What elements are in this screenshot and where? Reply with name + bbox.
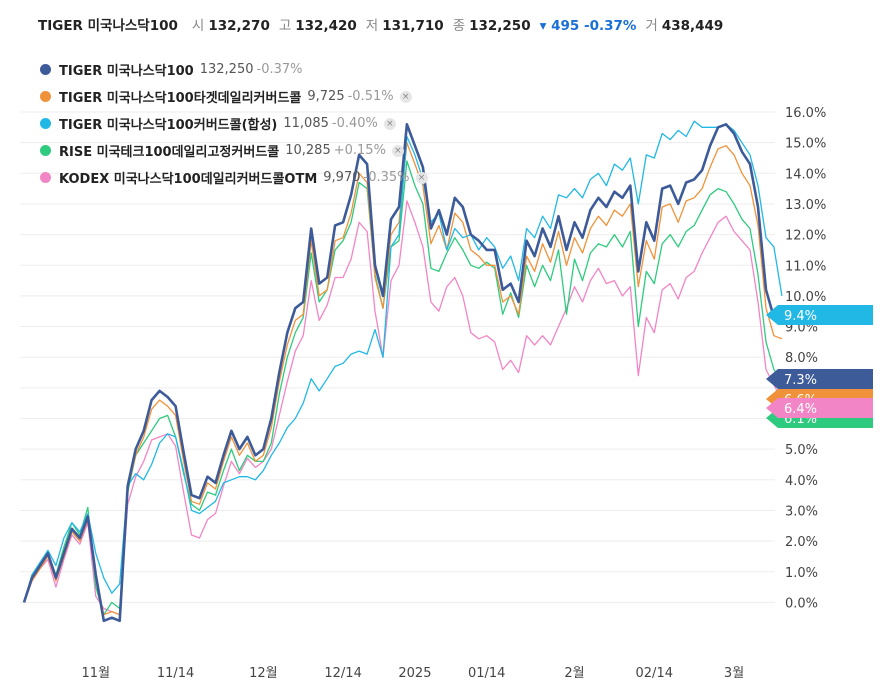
legend-dot-icon xyxy=(40,64,51,75)
legend-value: 9,970 xyxy=(323,170,361,185)
series-line xyxy=(23,142,783,616)
legend-item[interactable]: TIGER 미국나스닥100 132,250 -0.37% xyxy=(40,56,428,83)
legend-item[interactable]: TIGER 미국나스닥100커버드콜(합성) 11,085 -0.40% × xyxy=(40,110,428,137)
legend-change: -0.35% xyxy=(363,170,410,185)
remove-series-close-icon[interactable]: × xyxy=(415,171,428,184)
series-end-tag xyxy=(766,369,873,389)
y-tick-label: 11.0% xyxy=(785,259,826,274)
high-value: 132,420 xyxy=(295,18,357,34)
series-end-value: 6.4% xyxy=(784,402,817,417)
y-tick-label: 8.0% xyxy=(785,351,818,366)
y-tick-label: 13.0% xyxy=(785,198,826,213)
series-end-tag xyxy=(766,305,873,325)
y-tick-label: 14.0% xyxy=(785,167,826,182)
x-tick-label: 11월 xyxy=(82,666,111,681)
x-tick-label: 3월 xyxy=(724,666,744,681)
open-value: 132,270 xyxy=(208,18,270,34)
legend-dot-icon xyxy=(40,145,51,156)
y-tick-label: 10.0% xyxy=(785,290,826,305)
x-tick-label: 2월 xyxy=(564,666,584,681)
remove-series-close-icon[interactable]: × xyxy=(383,117,396,130)
series-end-tag xyxy=(766,398,873,418)
close-value: 132,250 xyxy=(469,18,531,34)
y-tick-label: 3.0% xyxy=(785,504,818,519)
close-label: 종 xyxy=(452,18,466,34)
ticker-name: TIGER 미국나스닥100 xyxy=(38,18,178,34)
legend-change: +0.15% xyxy=(333,143,386,158)
legend-dot-icon xyxy=(40,172,51,183)
price-header: TIGER 미국나스닥100 시 132,270 고 132,420 저 131… xyxy=(38,14,732,34)
legend-value: 11,085 xyxy=(283,116,329,131)
series-line xyxy=(23,120,783,603)
series-end-value: 7.3% xyxy=(784,373,817,388)
x-tick-label: 11/14 xyxy=(157,666,194,681)
legend-value: 9,725 xyxy=(307,89,345,104)
legend-name: TIGER 미국나스닥100커버드콜(합성) xyxy=(59,118,278,133)
y-tick-label: 12.0% xyxy=(785,229,826,244)
y-tick-label: 15.0% xyxy=(785,137,826,152)
high-label: 고 xyxy=(278,18,292,34)
legend-change: -0.51% xyxy=(347,89,394,104)
volume-value: 438,449 xyxy=(661,18,724,34)
legend-item[interactable]: TIGER 미국나스닥100타겟데일리커버드콜 9,725 -0.51% × xyxy=(40,83,428,110)
open-label: 시 xyxy=(191,18,205,34)
volume-label: 거 xyxy=(645,18,658,34)
y-tick-label: 1.0% xyxy=(785,566,818,581)
y-tick-label: 16.0% xyxy=(785,106,826,121)
y-tick-label: 4.0% xyxy=(785,474,818,489)
legend-name: TIGER 미국나스닥100 xyxy=(59,64,194,79)
series-end-value: 9.4% xyxy=(784,309,817,324)
legend-change: -0.40% xyxy=(331,116,378,131)
low-label: 저 xyxy=(365,18,379,34)
legend-dot-icon xyxy=(40,91,51,102)
legend-item[interactable]: KODEX 미국나스닥100데일리커버드콜OTM 9,970 -0.35% × xyxy=(40,164,428,191)
legend-name: TIGER 미국나스닥100타겟데일리커버드콜 xyxy=(59,91,302,106)
chart-legend: TIGER 미국나스닥100 132,250 -0.37% TIGER 미국나스닥10… xyxy=(40,56,428,191)
x-tick-label: 01/14 xyxy=(468,666,505,681)
remove-series-close-icon[interactable]: × xyxy=(399,90,412,103)
legend-dot-icon xyxy=(40,118,51,129)
series-line xyxy=(23,200,783,616)
x-tick-label: 2025 xyxy=(398,666,431,681)
remove-series-close-icon[interactable]: × xyxy=(391,144,404,157)
change-value: ▾ 495 -0.37% xyxy=(539,18,637,34)
legend-name: RISE 미국테크100데일리고정커버드콜 xyxy=(59,145,280,160)
legend-name: KODEX 미국나스닥100데일리커버드콜OTM xyxy=(59,172,318,187)
x-tick-label: 02/14 xyxy=(636,666,673,681)
y-tick-label: 2.0% xyxy=(785,535,818,550)
series-line xyxy=(23,160,783,616)
legend-item[interactable]: RISE 미국테크100데일리고정커버드콜 10,285 +0.15% × xyxy=(40,137,428,164)
y-tick-label: 0.0% xyxy=(785,596,818,611)
legend-value: 10,285 xyxy=(285,143,331,158)
x-tick-label: 12/14 xyxy=(324,666,361,681)
low-value: 131,710 xyxy=(382,18,444,34)
series-line xyxy=(22,123,783,623)
legend-change: -0.37% xyxy=(256,62,303,77)
x-tick-label: 12월 xyxy=(249,666,278,681)
y-tick-label: 5.0% xyxy=(785,443,818,458)
legend-value: 132,250 xyxy=(199,62,254,77)
